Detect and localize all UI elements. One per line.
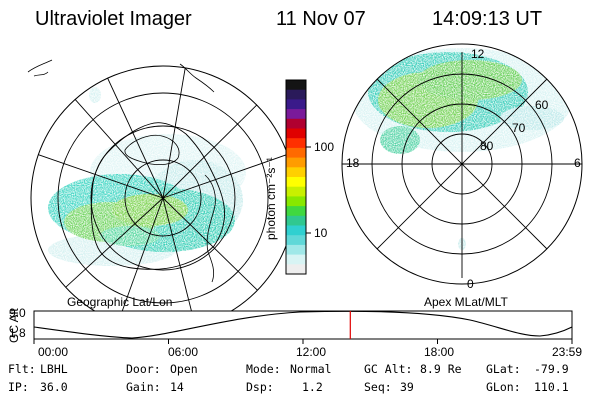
orbit-xtick: 12:00 [296,345,327,359]
glat-label: GLat: [486,362,521,376]
door-label: Door: [126,362,161,376]
gain-label: Gain: [126,380,161,394]
time-label: 14:09:13 UT [432,8,543,30]
geographic-image [27,59,296,331]
glon-value: 110.1 [534,380,569,394]
colorbar-segment [286,147,306,159]
colorbar-segment [286,177,306,188]
mode-value: Normal [290,362,332,376]
colorbar-segment [286,167,306,178]
colorbar-tick-100: 100 [314,140,335,154]
colorbar-segment [286,235,306,246]
mlt-label-12: 12 [471,47,485,61]
gc-alt-label: GC Alt: [364,362,413,376]
orbit-xtick: 00:00 [38,345,69,359]
colorbar-tick-10: 10 [314,226,328,240]
colorbar-segment [286,80,306,91]
door-value: Open [170,362,198,376]
geographic-panel-label: Geographic Lat/Lon [67,295,173,309]
coastline [124,134,180,166]
colorbar-segment [286,254,306,265]
instrument-title: Ultraviolet Imager [35,8,192,30]
orbit-xtick: 18:00 [424,345,455,359]
colorbar-segment [286,196,306,207]
coastline [27,59,53,77]
mlt-label-0: 0 [467,277,474,291]
mode-label: Mode: [246,362,281,376]
colorbar-segment [286,206,306,217]
dsp-value: 1.2 [302,380,323,394]
magnetic-image [341,43,583,285]
colorbar [285,79,311,275]
date-label: 11 Nov 07 [276,8,366,30]
colorbar-segment [286,109,306,120]
seq-label: Seq: [364,380,392,394]
orbit-xtick: 23:59 [552,345,583,359]
orbit-ytick-top: 9.0 [9,306,26,320]
glat-value: -79.9 [534,362,569,376]
colorbar-segment [286,215,306,227]
filter-label: Flt: [8,362,36,376]
ip-value: 36.0 [40,380,68,394]
mlat-label-60: 60 [535,98,549,112]
orbit-ytick-bottom: 1.8 [9,326,26,340]
seq-value: 39 [400,380,414,394]
mlt-label-6: 6 [574,156,581,170]
magnetic-panel-label: Apex MLat/MLT [424,295,508,309]
coastline [204,174,216,283]
colorbar-segment [286,157,306,168]
colorbar-segment [286,118,306,130]
colorbar-segment [286,128,306,139]
mlat-label-80: 80 [480,139,494,153]
coastline [90,122,225,270]
colorbar-segment [286,244,306,256]
colorbar-segment [286,186,306,197]
colorbar-unit-label: photon cm⁻²s⁻¹ [264,157,278,240]
ip-label: IP: [8,380,29,394]
orbit-xtick: 06:00 [168,345,199,359]
colorbar-segment [286,138,306,149]
orbit-plot [33,310,573,344]
colorbar-segment [286,225,306,236]
colorbar-segment [286,99,306,110]
glon-label: GLon: [486,380,521,394]
mlt-label-18: 18 [346,156,360,170]
gain-value: 14 [170,380,184,394]
filter-value: LBHL [40,362,68,376]
colorbar-segment [286,264,306,275]
mlat-label-70: 70 [512,121,526,135]
dsp-label: Dsp: [246,380,274,394]
colorbar-segment [286,89,306,100]
gc-alt-value: 8.9 Re [420,362,462,376]
